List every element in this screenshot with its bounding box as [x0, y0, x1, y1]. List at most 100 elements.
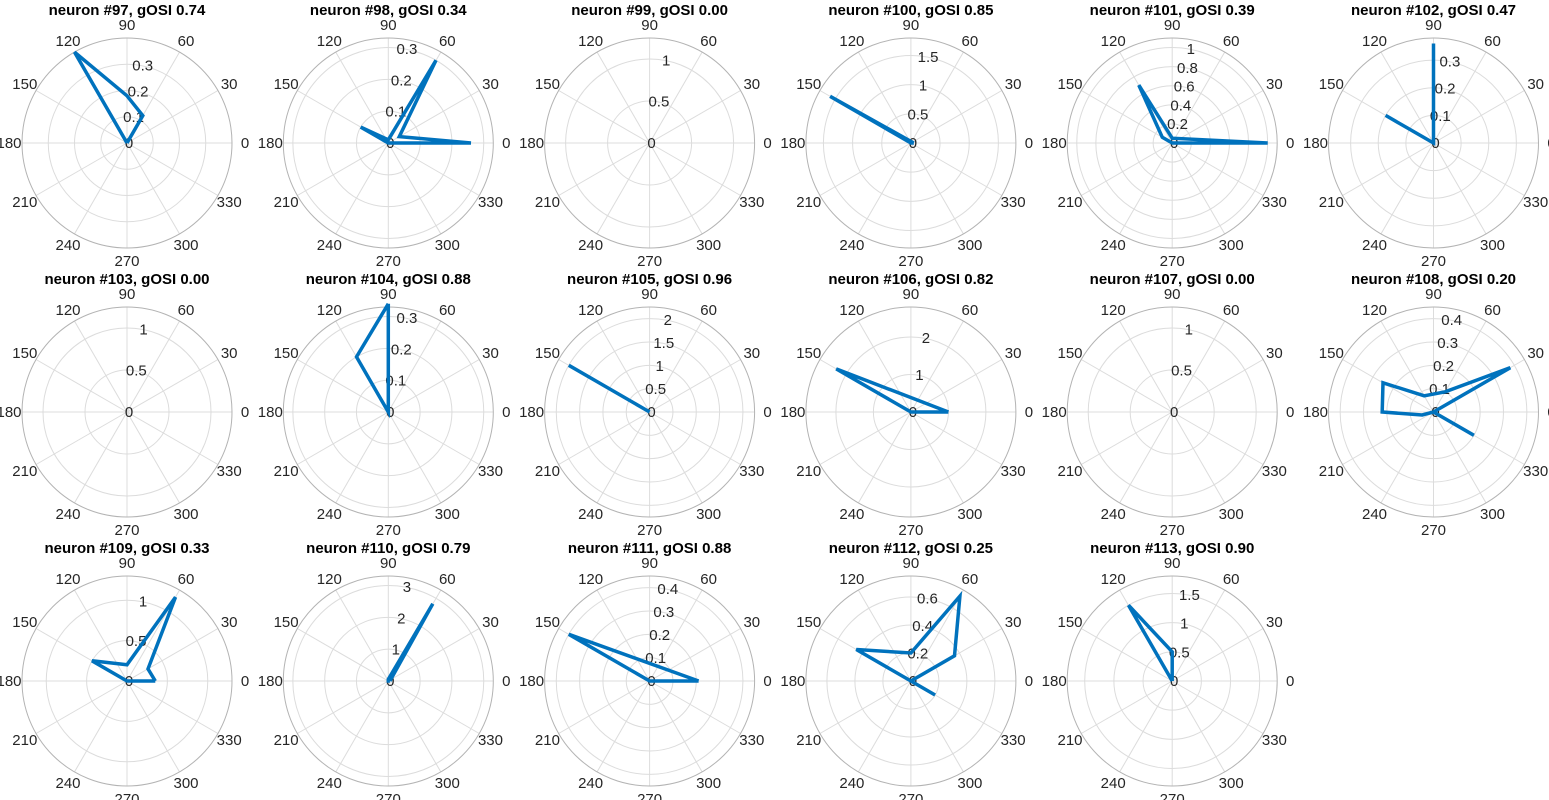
polar-axis-boundary	[1328, 37, 1539, 249]
angle-tick-label: 150	[1057, 614, 1082, 631]
angle-tick-label: 150	[1057, 345, 1082, 362]
angle-tick-label: 330	[1001, 463, 1026, 480]
polar-panel: 0306090120150180210240270300330012neuron…	[780, 271, 1033, 539]
angle-tick-label: 60	[962, 302, 979, 319]
radial-tick-label: 1.5	[653, 335, 674, 352]
panel-title: neuron #103, gOSI 0.00	[44, 271, 209, 288]
radial-grid-circle	[100, 116, 154, 170]
angle-tick-label: 210	[535, 732, 560, 749]
radial-tick-label: 0.5	[1171, 363, 1192, 380]
angle-tick-label: 180	[780, 673, 805, 690]
angular-grid-line	[1380, 411, 1434, 504]
radial-tick-label: 0.4	[657, 581, 678, 598]
radial-tick-label: 0	[1170, 673, 1178, 690]
angle-tick-label: 210	[796, 194, 821, 211]
angle-tick-label: 0	[502, 135, 510, 152]
angle-tick-label: 270	[1160, 522, 1185, 539]
angle-tick-label: 150	[796, 614, 821, 631]
angle-tick-label: 60	[439, 571, 456, 588]
angular-grid-line	[387, 320, 442, 413]
angle-tick-label: 270	[637, 791, 662, 800]
radial-tick-label: 2	[922, 330, 930, 347]
angular-grid-line	[910, 680, 964, 773]
polar-axis-boundary	[1328, 306, 1539, 518]
radial-tick-label: 0.4	[912, 618, 933, 635]
polar-axis-boundary	[21, 306, 233, 518]
angular-grid-line	[387, 411, 442, 504]
panel-title: neuron #111, gOSI 0.88	[568, 540, 731, 557]
radial-tick-label: 1	[656, 358, 664, 375]
radial-tick-label: 0.8	[1177, 60, 1198, 77]
angle-tick-label: 240	[317, 237, 342, 254]
angular-grid-line	[74, 680, 128, 773]
angular-grid-line	[1342, 411, 1434, 465]
angular-grid-line	[649, 628, 741, 682]
angle-tick-label: 120	[1101, 302, 1126, 319]
radial-grid-circle	[1087, 327, 1257, 497]
angle-tick-label: 90	[1164, 286, 1181, 303]
radial-tick-label: 0.3	[653, 604, 674, 621]
angular-grid-line	[1433, 90, 1525, 144]
angle-tick-label: 60	[1484, 33, 1501, 50]
angle-tick-label: 180	[1303, 135, 1328, 152]
angle-tick-label: 120	[55, 571, 80, 588]
radial-tick-label: 1	[139, 321, 147, 338]
angle-tick-label: 240	[55, 775, 80, 792]
angle-tick-label: 120	[1362, 302, 1387, 319]
angular-grid-line	[35, 411, 128, 465]
polar-panel: 030609012015018021024027030033000.10.20.…	[258, 2, 511, 270]
response-series-line	[1380, 366, 1512, 437]
angle-tick-label: 300	[957, 775, 982, 792]
radial-tick-label: 0.5	[126, 363, 147, 380]
angular-grid-line	[596, 142, 651, 235]
angle-tick-label: 270	[114, 253, 139, 270]
angle-tick-label: 270	[898, 791, 923, 800]
angle-tick-label: 120	[578, 571, 603, 588]
polar-axis-boundary	[805, 306, 1017, 518]
angle-tick-label: 0	[1547, 404, 1549, 421]
panel-title: neuron #101, gOSI 0.39	[1090, 2, 1255, 19]
angle-tick-label: 30	[1527, 76, 1544, 93]
angle-tick-label: 240	[317, 506, 342, 523]
radial-tick-label: 0.2	[391, 341, 412, 358]
angle-tick-label: 300	[696, 775, 721, 792]
angle-tick-label: 120	[1101, 571, 1126, 588]
angle-tick-label: 0	[241, 404, 249, 421]
angular-grid-line	[35, 359, 128, 413]
polar-panel: 030609012015018021024027030033000.10.20.…	[1303, 271, 1549, 539]
angle-tick-label: 0	[241, 673, 249, 690]
radial-grid-circle	[826, 596, 996, 766]
polar-axis-boundary	[544, 37, 756, 249]
angle-tick-label: 210	[274, 463, 299, 480]
angle-tick-label: 210	[796, 732, 821, 749]
angular-grid-line	[126, 411, 219, 465]
angle-tick-label: 90	[641, 286, 658, 303]
angle-tick-label: 300	[1480, 237, 1505, 254]
radial-tick-label: 0.3	[1437, 335, 1458, 352]
angle-tick-label: 330	[1262, 732, 1287, 749]
angle-tick-label: 0	[1286, 404, 1294, 421]
angle-tick-label: 300	[435, 237, 460, 254]
angular-grid-line	[1171, 142, 1264, 196]
response-series-line	[567, 632, 700, 683]
angle-tick-label: 30	[743, 345, 760, 362]
radial-tick-label: 0.3	[396, 310, 417, 327]
polar-panel: 030609012015018021024027030033000.10.20.…	[1303, 2, 1549, 270]
angle-tick-label: 300	[696, 506, 721, 523]
angular-grid-line	[335, 51, 389, 144]
radial-tick-label: 0.4	[1441, 312, 1462, 329]
angle-tick-label: 300	[173, 237, 198, 254]
angle-tick-label: 300	[1219, 237, 1244, 254]
angle-tick-label: 180	[1303, 404, 1328, 421]
polar-axis-boundary	[21, 37, 233, 249]
angular-grid-line	[596, 411, 651, 504]
angle-tick-label: 210	[12, 463, 37, 480]
angle-tick-label: 240	[1101, 506, 1126, 523]
polar-panel: 030609012015018021024027030033000.51neur…	[0, 540, 249, 800]
response-series-line	[1126, 604, 1174, 682]
angle-tick-label: 0	[1286, 673, 1294, 690]
angle-tick-label: 30	[1266, 614, 1283, 631]
polar-panel: 0 30 60 90 120 150 180 210 240 270 300 330 0 1 2 3 neuro…	[258, 540, 511, 800]
angular-grid-line	[1433, 142, 1487, 235]
angle-tick-label: 90	[119, 286, 136, 303]
